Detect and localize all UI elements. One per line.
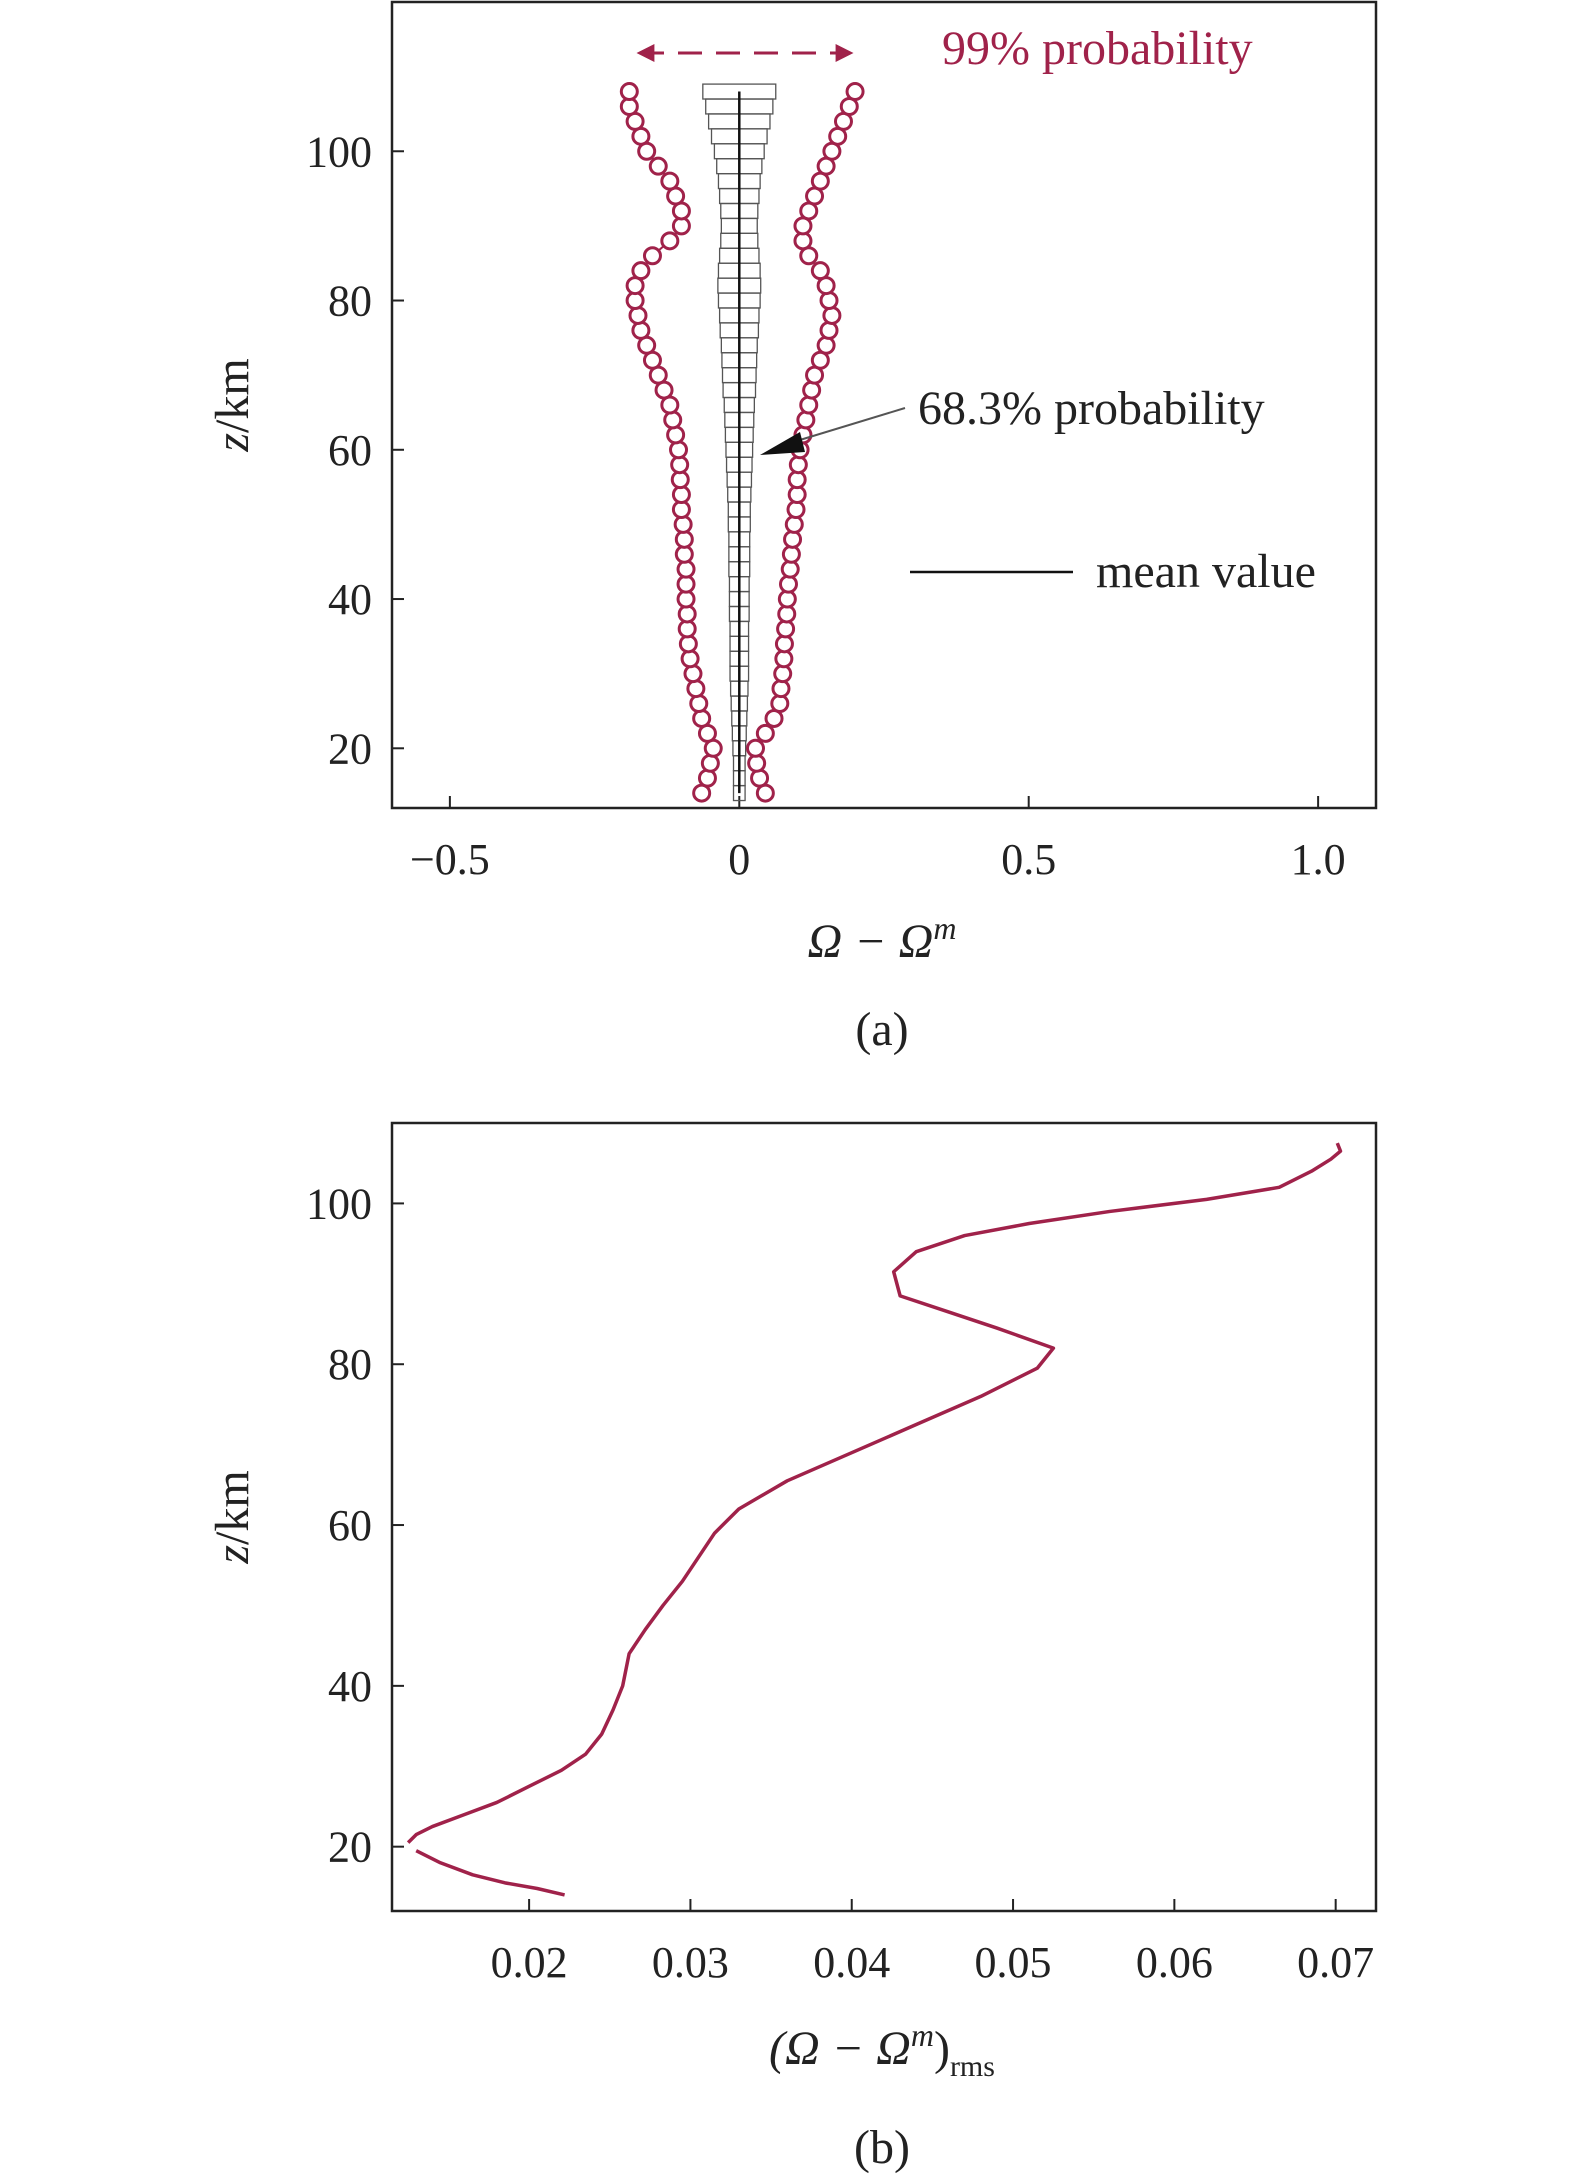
x-tick-label: 1.0: [1291, 835, 1346, 884]
panel-b-xlabel-sub: rms: [950, 2050, 995, 2083]
p99-low-point: [686, 679, 706, 699]
panel-a-ylabel-unit: /km: [206, 358, 259, 433]
y-tick-label: 40: [328, 1662, 372, 1711]
p99-low-point: [631, 261, 651, 281]
y-tick-label: 60: [328, 1501, 372, 1550]
p99-low-point: [642, 246, 662, 266]
p99-low-point: [669, 440, 689, 460]
p99-high-point: [819, 291, 839, 311]
p683-pointer-line: [789, 407, 906, 444]
p99-low-point: [628, 305, 648, 325]
p99-high-point: [750, 768, 770, 788]
p99-high-point: [822, 305, 842, 325]
x-tick-label: −0.5: [410, 835, 490, 884]
y-tick-label: 100: [306, 127, 372, 176]
p99-low-point: [700, 753, 720, 773]
panel-b-frame: [390, 1121, 1378, 1913]
y-tick-label: 60: [328, 426, 372, 475]
p99-low-point: [683, 664, 703, 684]
p99-low-point: [663, 410, 683, 430]
rms-line: [415, 1849, 566, 1897]
p99-low-point: [631, 320, 651, 340]
y-tick-label: 80: [328, 1340, 372, 1389]
p99-low-point: [666, 425, 686, 445]
p99-high-point: [819, 320, 839, 340]
p99-high-point: [799, 395, 819, 415]
panel-b: 0.02 0.03 0.04 0.05 0.06 0.07 20 40 60 80 100 (Ω −…: [206, 1121, 1378, 2174]
x-tick-label: 0.07: [1297, 1938, 1374, 1987]
rms-series: [406, 1142, 1343, 1897]
p683-pointer-head: [760, 432, 805, 455]
panel-b-xlabel-main: (Ω − Ω: [769, 2022, 911, 2075]
y-tick-label: 40: [328, 575, 372, 624]
p99-high-point: [810, 261, 830, 281]
circle-99-series: [619, 82, 865, 803]
panel-b-xlabel: (Ω − Ωm)rms: [769, 2017, 995, 2083]
panel-b-xlabel-sup: m: [911, 2017, 934, 2053]
y-tick-label: 20: [328, 724, 372, 773]
p99-low-point: [692, 708, 712, 728]
x-tick-label: 0.5: [1001, 835, 1056, 884]
p99-high-point: [845, 82, 865, 102]
panel-b-xlabel-close: ): [934, 2022, 950, 2075]
p99-low-point: [660, 171, 680, 191]
panel-b-ylabel-unit: /km: [206, 1470, 259, 1545]
panel-a-ticks: −0.5 0 0.5 1.0 20 40 60 80 100: [306, 127, 1346, 884]
p99-low-point: [660, 231, 680, 251]
p99-high-point: [755, 723, 775, 743]
p99-low-point: [697, 768, 717, 788]
panel-a-xlabel: Ω − Ωm: [808, 910, 957, 968]
p99-low-point: [619, 82, 639, 102]
p99-high-point: [802, 380, 822, 400]
panel-a-ylabel-var: z: [206, 433, 259, 453]
p99-high-point: [796, 410, 816, 430]
p99-low-point: [648, 156, 668, 176]
p99-high-point: [746, 738, 766, 758]
p99-low-point: [689, 694, 709, 714]
panel-a: −0.5 0 0.5 1.0 20 40 60 80 100 99% probability 6…: [206, 0, 1378, 1056]
y-tick-label: 80: [328, 277, 372, 326]
p99-high-point: [816, 335, 836, 355]
x-tick-label: 0.06: [1136, 1938, 1213, 1987]
y-tick-label: 100: [306, 1179, 372, 1228]
x-tick-label: 0.03: [652, 1938, 729, 1987]
y-tick-label: 20: [328, 1823, 372, 1872]
panel-a-label: (a): [855, 1003, 908, 1056]
panel-b-ylabel-var: z: [206, 1545, 259, 1565]
mean-legend-label: mean value: [1096, 545, 1316, 598]
x-tick-label: 0.02: [491, 1938, 568, 1987]
panel-a-ylabel: z/km: [206, 358, 259, 452]
x-tick-label: 0.05: [975, 1938, 1052, 1987]
panel-a-xlabel-sup: m: [933, 910, 956, 946]
panel-b-label: (b): [854, 2121, 910, 2174]
panel-b-ylabel: z/km: [206, 1470, 259, 1564]
x-tick-label: 0.04: [813, 1938, 890, 1987]
panel-a-frame: [390, 0, 1378, 810]
p683-label: 68.3% probability: [918, 382, 1265, 435]
panel-a-xlabel-main: Ω − Ω: [808, 915, 934, 968]
x-tick-label: 0: [728, 835, 750, 884]
rms-line: [406, 1142, 1343, 1844]
panel-b-ticks: 0.02 0.03 0.04 0.05 0.06 0.07 20 40 60 80 100: [306, 1179, 1374, 1987]
p99-label: 99% probability: [942, 22, 1253, 75]
